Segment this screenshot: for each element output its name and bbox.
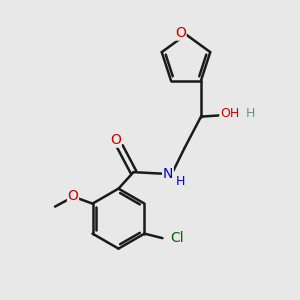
Text: O: O [110, 133, 121, 147]
Text: H: H [246, 107, 255, 120]
Text: N: N [163, 167, 173, 181]
Text: OH: OH [220, 107, 239, 120]
Text: H: H [176, 175, 185, 188]
Text: Cl: Cl [170, 231, 184, 245]
Text: O: O [175, 26, 186, 40]
Text: O: O [68, 189, 78, 203]
